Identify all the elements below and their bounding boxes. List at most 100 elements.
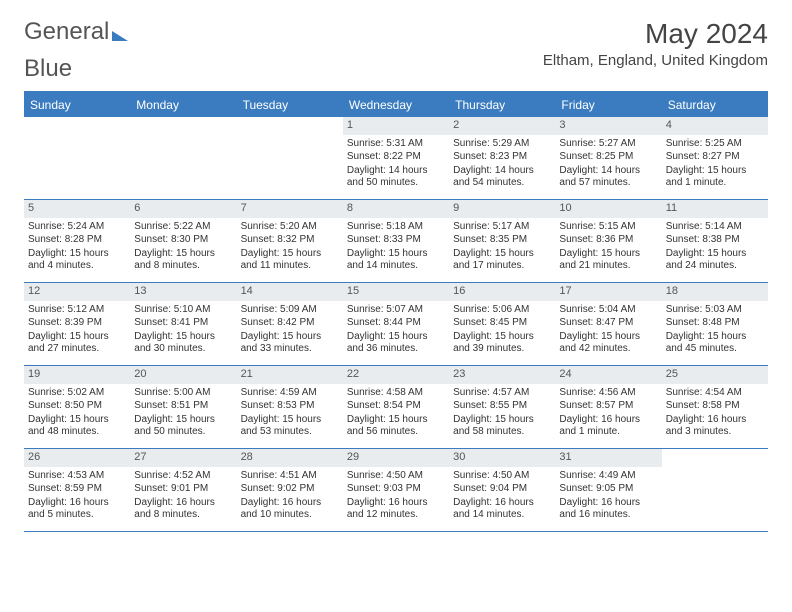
sunset-text: Sunset: 8:57 PM xyxy=(559,400,657,413)
sunrise-text: Sunrise: 5:10 AM xyxy=(134,304,232,317)
calendar: SundayMondayTuesdayWednesdayThursdayFrid… xyxy=(24,91,768,532)
daylight-text: Daylight: 15 hours and 42 minutes. xyxy=(559,331,657,356)
sunrise-text: Sunrise: 5:04 AM xyxy=(559,304,657,317)
sunset-text: Sunset: 8:28 PM xyxy=(28,234,126,247)
daylight-text: Daylight: 16 hours and 1 minute. xyxy=(559,414,657,439)
sunrise-text: Sunrise: 5:03 AM xyxy=(666,304,764,317)
sunset-text: Sunset: 8:55 PM xyxy=(453,400,551,413)
sunrise-text: Sunrise: 5:00 AM xyxy=(134,387,232,400)
calendar-cell: 14Sunrise: 5:09 AMSunset: 8:42 PMDayligh… xyxy=(237,283,343,365)
sunrise-text: Sunrise: 4:57 AM xyxy=(453,387,551,400)
sunset-text: Sunset: 8:39 PM xyxy=(28,317,126,330)
calendar-cell: 10Sunrise: 5:15 AMSunset: 8:36 PMDayligh… xyxy=(555,200,661,282)
daylight-text: Daylight: 15 hours and 56 minutes. xyxy=(347,414,445,439)
sunset-text: Sunset: 8:30 PM xyxy=(134,234,232,247)
day-header-cell: Sunday xyxy=(24,93,130,117)
sunset-text: Sunset: 8:41 PM xyxy=(134,317,232,330)
calendar-cell: 18Sunrise: 5:03 AMSunset: 8:48 PMDayligh… xyxy=(662,283,768,365)
sunset-text: Sunset: 8:47 PM xyxy=(559,317,657,330)
sunrise-text: Sunrise: 4:59 AM xyxy=(241,387,339,400)
day-number: 25 xyxy=(662,366,768,384)
sunrise-text: Sunrise: 5:20 AM xyxy=(241,221,339,234)
calendar-cell: 19 Sunrise: 5:02 AMSunset: 8:50 PMDayligh… xyxy=(24,366,130,448)
day-header-cell: Friday xyxy=(555,93,661,117)
sunset-text: Sunset: 8:44 PM xyxy=(347,317,445,330)
day-number: 8 xyxy=(343,200,449,218)
day-number: 19 xyxy=(24,366,130,384)
calendar-cell: 20Sunrise: 5:00 AMSunset: 8:51 PMDayligh… xyxy=(130,366,236,448)
sunset-text: Sunset: 8:27 PM xyxy=(666,151,764,164)
day-header-cell: Saturday xyxy=(662,93,768,117)
sunrise-text: Sunrise: 4:50 AM xyxy=(347,470,445,483)
calendar-cell: 11Sunrise: 5:14 AMSunset: 8:38 PMDayligh… xyxy=(662,200,768,282)
sunrise-text: Sunrise: 5:25 AM xyxy=(666,138,764,151)
logo-triangle-icon xyxy=(112,31,128,41)
sunrise-text: Sunrise: 4:56 AM xyxy=(559,387,657,400)
logo: General xyxy=(24,18,130,46)
day-number: 20 xyxy=(130,366,236,384)
calendar-cell: 15Sunrise: 5:07 AMSunset: 8:44 PMDayligh… xyxy=(343,283,449,365)
daylight-text: Daylight: 15 hours and 21 minutes. xyxy=(559,248,657,273)
daylight-text: Daylight: 15 hours and 11 minutes. xyxy=(241,248,339,273)
calendar-cell xyxy=(662,449,768,531)
day-number: 9 xyxy=(449,200,555,218)
day-number: 5 xyxy=(24,200,130,218)
day-header-cell: Thursday xyxy=(449,93,555,117)
day-number: 14 xyxy=(237,283,343,301)
day-number: 29 xyxy=(343,449,449,467)
daylight-text: Daylight: 15 hours and 24 minutes. xyxy=(666,248,764,273)
sunset-text: Sunset: 8:38 PM xyxy=(666,234,764,247)
daylight-text: Daylight: 15 hours and 45 minutes. xyxy=(666,331,764,356)
day-number: 23 xyxy=(449,366,555,384)
daylight-text: Daylight: 15 hours and 50 minutes. xyxy=(134,414,232,439)
day-header-row: SundayMondayTuesdayWednesdayThursdayFrid… xyxy=(24,93,768,117)
day-header-cell: Wednesday xyxy=(343,93,449,117)
daylight-text: Daylight: 15 hours and 48 minutes. xyxy=(28,414,126,439)
sunrise-text: Sunrise: 5:02 AM xyxy=(28,387,126,400)
day-number: 28 xyxy=(237,449,343,467)
calendar-cell xyxy=(130,117,236,199)
sunset-text: Sunset: 8:59 PM xyxy=(28,483,126,496)
calendar-cell: 6Sunrise: 5:22 AMSunset: 8:30 PMDaylight… xyxy=(130,200,236,282)
day-number: 15 xyxy=(343,283,449,301)
daylight-text: Daylight: 15 hours and 17 minutes. xyxy=(453,248,551,273)
sunset-text: Sunset: 8:58 PM xyxy=(666,400,764,413)
day-number: 7 xyxy=(237,200,343,218)
day-number: 2 xyxy=(449,117,555,135)
calendar-cell: 30Sunrise: 4:50 AMSunset: 9:04 PMDayligh… xyxy=(449,449,555,531)
sunset-text: Sunset: 8:33 PM xyxy=(347,234,445,247)
day-number: 13 xyxy=(130,283,236,301)
day-number: 21 xyxy=(237,366,343,384)
day-number: 30 xyxy=(449,449,555,467)
day-header-cell: Tuesday xyxy=(237,93,343,117)
sunrise-text: Sunrise: 4:51 AM xyxy=(241,470,339,483)
sunrise-text: Sunrise: 5:17 AM xyxy=(453,221,551,234)
calendar-cell: 9Sunrise: 5:17 AMSunset: 8:35 PMDaylight… xyxy=(449,200,555,282)
sunset-text: Sunset: 8:22 PM xyxy=(347,151,445,164)
daylight-text: Daylight: 15 hours and 33 minutes. xyxy=(241,331,339,356)
daylight-text: Daylight: 16 hours and 3 minutes. xyxy=(666,414,764,439)
daylight-text: Daylight: 15 hours and 30 minutes. xyxy=(134,331,232,356)
sunset-text: Sunset: 8:25 PM xyxy=(559,151,657,164)
sunrise-text: Sunrise: 5:15 AM xyxy=(559,221,657,234)
calendar-cell: 2Sunrise: 5:29 AMSunset: 8:23 PMDaylight… xyxy=(449,117,555,199)
sunrise-text: Sunrise: 4:52 AM xyxy=(134,470,232,483)
day-number: 10 xyxy=(555,200,661,218)
day-number: 26 xyxy=(24,449,130,467)
calendar-cell: 7Sunrise: 5:20 AMSunset: 8:32 PMDaylight… xyxy=(237,200,343,282)
sunset-text: Sunset: 8:50 PM xyxy=(28,400,126,413)
calendar-cell xyxy=(237,117,343,199)
daylight-text: Daylight: 15 hours and 39 minutes. xyxy=(453,331,551,356)
daylight-text: Daylight: 15 hours and 53 minutes. xyxy=(241,414,339,439)
sunset-text: Sunset: 8:53 PM xyxy=(241,400,339,413)
day-number: 1 xyxy=(343,117,449,135)
daylight-text: Daylight: 16 hours and 5 minutes. xyxy=(28,497,126,522)
daylight-text: Daylight: 14 hours and 54 minutes. xyxy=(453,165,551,190)
sunset-text: Sunset: 8:45 PM xyxy=(453,317,551,330)
sunrise-text: Sunrise: 5:18 AM xyxy=(347,221,445,234)
calendar-cell: 25Sunrise: 4:54 AMSunset: 8:58 PMDayligh… xyxy=(662,366,768,448)
day-number: 12 xyxy=(24,283,130,301)
calendar-cell: 23Sunrise: 4:57 AMSunset: 8:55 PMDayligh… xyxy=(449,366,555,448)
page-title: May 2024 xyxy=(543,18,768,50)
sunset-text: Sunset: 8:54 PM xyxy=(347,400,445,413)
